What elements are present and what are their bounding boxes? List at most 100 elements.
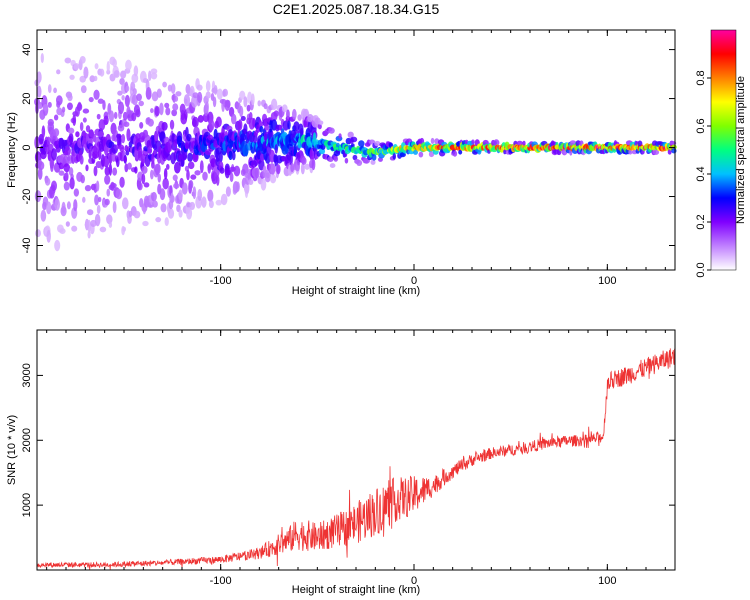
spectrogram-cell [171,109,178,117]
spectrogram-cell [164,217,169,226]
spectrogram-cell [290,162,295,173]
spectrogram-cell [493,139,500,147]
spectrogram-cell [94,213,101,227]
spectrogram-cell [216,88,223,100]
spectrogram-cell [106,188,111,197]
spectrogram-cell [67,94,73,102]
spectrogram-cell [44,177,51,186]
spectrogram-cell [159,188,166,201]
colorbar-tick-label: 0.2 [695,214,707,229]
spectrogram-cell [239,105,244,118]
spectrogram-cell [80,85,87,94]
spectrogram-cell [51,148,57,161]
spectrogram-cell [273,110,279,117]
spectrogram-cell [243,123,248,135]
spectrogram-y-tick-label: 20 [21,92,33,104]
spectrogram-cell [172,174,178,181]
spectrogram-cell [79,121,84,132]
spectrogram-cell [194,170,201,176]
spectrogram-cell [162,177,169,190]
spectrogram-cell [205,80,211,92]
spectrogram-cell [157,173,162,183]
spectrogram-cell [141,173,146,185]
spectrogram-cell [142,220,149,227]
spectrogram-cell [338,133,342,139]
spectrogram-cell [173,161,181,174]
spectrogram-cell [240,115,246,122]
spectrogram-cell [301,157,307,165]
spectrogram-cell [251,93,255,106]
spectrogram-cell [53,87,57,94]
spectrogram-cell [85,164,89,172]
spectrogram-cell [106,214,113,225]
colorbar: 0.0 0.2 0.4 0.6 0.8 Normalized spectral ampl… [695,29,747,278]
colorbar-tick-label: 0.0 [695,262,707,277]
spectrogram-cell [55,95,63,106]
snr-x-tick-label: 0 [411,575,417,587]
spectrogram-cell [356,159,363,166]
spectrogram-cell [137,182,143,191]
spectrogram-cell [347,131,354,138]
spectrogram-cell [212,96,217,108]
spectrogram-cell [67,127,75,134]
spectrogram-cell [108,154,112,164]
spectrogram-cell [671,148,677,154]
spectrogram-cell [428,151,435,158]
spectrogram-cell [172,103,179,111]
colorbar-ticks: 0.0 0.2 0.4 0.6 0.8 [695,70,711,278]
spectrogram-cell [126,128,131,142]
spectrogram-cell [344,157,349,164]
spectrogram-cell [189,179,194,190]
spectrogram-cell [143,182,150,188]
spectrogram-cell [197,115,204,123]
spectrogram-cell [187,152,194,162]
spectrogram-cell [248,179,254,186]
spectrogram-cell [145,87,152,100]
spectrogram-cell [276,164,281,175]
spectrogram-cell [317,123,322,130]
spectrogram-cell [254,167,260,179]
spectrogram-cell [358,140,365,148]
spectrogram-cell [229,172,234,183]
spectrogram-cell [264,123,270,131]
spectrogram-cell [270,98,278,111]
spectrogram-cell [61,201,66,213]
snr-panel: -100 0 100 1000 2000 3000 Height of straight … [6,329,676,596]
spectrogram-cell [216,175,220,186]
spectrogram-cell [37,167,43,180]
spectrogram-cell [47,84,52,94]
spectrogram-cell [392,153,396,160]
spectrogram-cell [82,108,90,114]
spectrogram-cell [239,90,246,100]
spectrogram-cell [104,166,110,176]
spectrogram-cell [257,100,262,107]
spectrogram-cell [246,104,251,112]
spectrogram-cell [42,104,49,111]
spectrogram-cell [113,70,120,78]
spectrogram-cell [108,221,113,228]
spectrogram-cell [208,119,215,131]
spectrogram-cell [85,125,91,133]
spectrogram-cell [265,172,270,179]
spectrogram-cell [122,226,127,232]
spectrogram-cell [108,110,115,123]
spectrogram-cell [99,226,107,233]
snr-y-label: SNR (10 * v/v) [6,415,18,485]
spectrogram-cell [127,162,132,170]
snr-x-label: Height of straight line (km) [292,584,420,596]
spectrogram-cell [174,95,179,102]
spectrogram-cell [215,116,222,128]
spectrogram-cell [152,200,158,208]
spectrogram-cell [64,57,72,64]
spectrogram-cell [237,119,243,131]
spectrogram-cell [119,176,125,188]
spectrogram-cell [243,96,248,108]
spectrogram-cell [46,136,51,146]
spectrogram-cell [124,94,130,108]
spectrogram-x-tick-label: -100 [210,275,232,287]
spectrogram-cell [88,129,95,140]
spectrogram-cell [183,94,191,107]
spectrogram-y-tick-label: -40 [21,238,33,254]
spectrogram-cell [73,188,80,197]
spectrogram-cell [56,69,61,75]
